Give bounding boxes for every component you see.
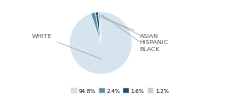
Legend: 94.8%, 2.4%, 1.6%, 1.2%: 94.8%, 2.4%, 1.6%, 1.2% (71, 88, 169, 94)
Text: WHITE: WHITE (32, 34, 101, 59)
Wedge shape (70, 12, 132, 74)
Text: ASIAN: ASIAN (96, 15, 159, 39)
Wedge shape (95, 12, 101, 43)
Text: HISPANIC: HISPANIC (100, 15, 169, 45)
Text: BLACK: BLACK (102, 15, 160, 52)
Wedge shape (91, 12, 101, 43)
Wedge shape (98, 12, 101, 43)
